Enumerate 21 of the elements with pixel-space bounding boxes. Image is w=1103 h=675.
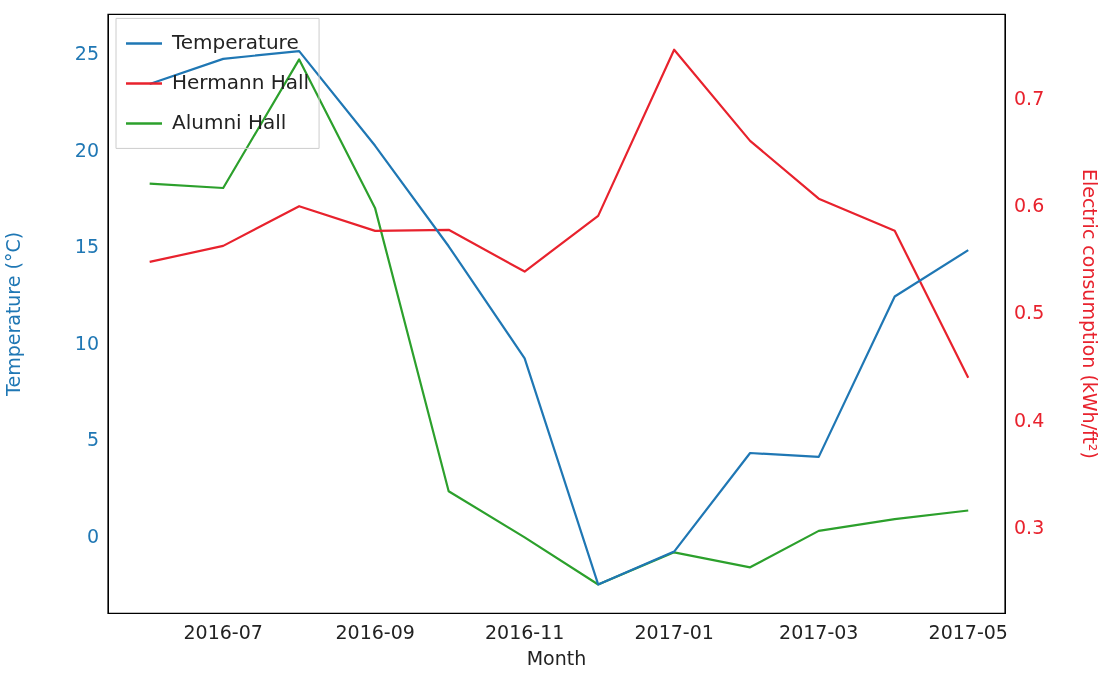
y2-tick-label: 0.3	[1014, 515, 1045, 538]
y2-tick-label: 0.4	[1014, 408, 1045, 431]
x-tick-label: 2016-11	[484, 620, 565, 643]
y2-tick-label: 0.7	[1014, 87, 1045, 110]
y-tick-label: 0	[86, 524, 99, 547]
y2-axis-title: Electric consumption (kWh/ft²)	[1078, 168, 1101, 459]
x-tick-label: 2016-09	[335, 620, 415, 643]
y-tick-label: 5	[86, 428, 99, 451]
y-tick-label: 15	[74, 235, 99, 258]
y2-tick-label: 0.5	[1014, 301, 1045, 324]
x-tick-label: 2016-07	[183, 620, 263, 643]
y-tick-label: 20	[74, 138, 99, 161]
x-tick-label: 2017-05	[928, 620, 1008, 643]
x-tick-label: 2017-01	[634, 620, 714, 643]
legend-label: Temperature	[171, 29, 299, 54]
y-axis-title: Temperature (°C)	[2, 231, 25, 397]
y-tick-label: 10	[74, 331, 99, 354]
x-tick-label: 2017-03	[779, 620, 859, 643]
x-axis-title: Month	[526, 646, 587, 669]
y2-tick-label: 0.6	[1014, 194, 1045, 217]
y-tick-label: 25	[74, 41, 99, 64]
